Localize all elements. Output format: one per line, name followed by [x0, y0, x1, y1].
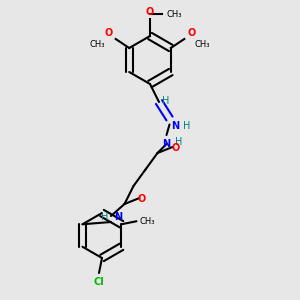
Text: CH₃: CH₃: [140, 217, 155, 226]
Text: O: O: [171, 143, 179, 154]
Text: N: N: [171, 122, 179, 131]
Text: H: H: [176, 137, 183, 147]
Text: O: O: [104, 28, 113, 38]
Text: O: O: [187, 28, 196, 38]
Text: CH₃: CH₃: [195, 40, 210, 49]
Text: N: N: [162, 140, 171, 149]
Text: N: N: [114, 212, 122, 223]
Text: H: H: [183, 122, 190, 131]
Text: CH₃: CH₃: [90, 40, 105, 49]
Text: CH₃: CH₃: [167, 10, 182, 19]
Text: H: H: [162, 95, 169, 106]
Text: O: O: [146, 8, 154, 17]
Text: Cl: Cl: [94, 277, 104, 286]
Text: O: O: [138, 194, 146, 205]
Text: H: H: [100, 212, 108, 223]
